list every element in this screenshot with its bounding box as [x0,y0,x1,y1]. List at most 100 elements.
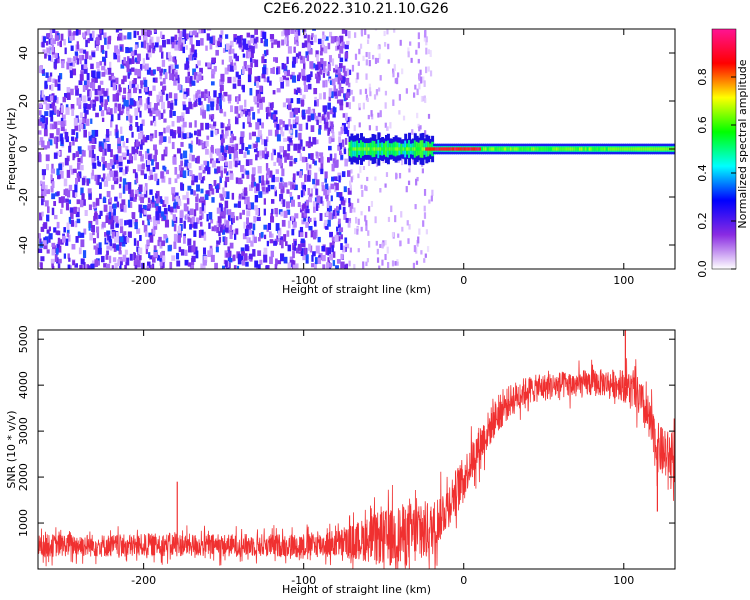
spectrogram-cell [297,195,300,200]
spectrogram-cell [191,174,195,182]
spectrogram-cell [557,147,561,151]
spectrogram-cell [195,64,199,69]
spectrogram-cell [147,45,152,53]
spectrogram-cell [387,262,390,269]
spectrogram-cell [210,98,215,104]
spectrogram-cell [219,84,224,91]
spectrogram-cell [192,30,197,36]
spectrogram-cell [100,110,105,117]
spectrogram-cell [309,61,314,69]
spectrogram-cell [318,128,322,135]
spectrogram-cell [563,147,567,151]
spectrogram-cell [341,171,346,178]
spectrogram-cell [336,192,341,198]
spectrogram-cell [200,196,205,201]
spectrogram-cell [347,187,352,195]
spectrogram-cell [366,176,369,182]
spectrogram-cell [603,147,607,151]
spectrogram-cell [235,228,239,235]
spectrogram-cell [582,147,586,151]
spectrogram-cell [186,76,190,84]
spectrogram-cell [158,113,161,120]
spectrogram-cell [376,257,380,263]
spectrogram-cell [134,265,138,269]
spectrogram-cell [540,147,544,151]
spectrogram-cell [107,36,111,45]
spectrogram-cell [338,142,343,150]
spectrogram-cell [56,243,59,252]
spectrogram-cell [274,129,279,137]
x-tick-label: -100 [291,574,316,587]
spectrogram-cell [74,137,78,142]
spectrogram-cell [141,262,145,269]
spectrogram-cells [38,29,675,269]
spectrogram-cell [43,145,48,150]
spectrogram-cell [135,122,139,127]
spectrogram-cell [265,187,269,193]
spectrogram-cell [388,147,392,151]
spectrogram-cell [266,112,269,120]
spectrogram-cell [141,163,145,170]
spectrogram-cell [91,149,95,155]
spectrogram-cell [162,137,167,143]
spectrogram-cell [425,66,428,74]
spectrogram-cell [320,44,325,52]
spectrogram-cell [221,94,225,101]
spectrogram-cell [331,78,336,86]
spectrogram-cell [188,101,192,109]
spectrogram-cell [167,204,171,212]
page-title: C2E6.2022.310.21.10.G26 [263,1,449,17]
spectrogram-cell [307,83,312,90]
spectrogram-cell [95,37,99,45]
spectrogram-cell [259,98,263,106]
spectrogram-cell [167,51,171,58]
spectrogram-cell [242,86,245,93]
spectrogram-cell [263,247,268,255]
spectrogram-cell [521,147,525,151]
spectrogram-cell [227,145,231,154]
spectrogram-cell [50,116,54,122]
spectrogram-cell [119,259,123,266]
spectrogram-cell [229,242,234,249]
spectrogram-cell [210,158,214,164]
spectrogram-cell [135,114,138,120]
spectrogram-cell [252,249,256,257]
spectrogram-cell [358,122,361,128]
spectrogram-cell [298,244,302,251]
spectrogram-cell [359,89,362,95]
spectrogram-cell [179,210,184,219]
spectrogram-cell [56,221,60,229]
spectrogram-cell [81,199,86,206]
spectrogram-cell [116,163,120,169]
spectrogram-cell [51,181,55,189]
spectrogram-cell [134,222,138,230]
spectrogram-cell [400,211,403,218]
spectrogram-cell [134,189,139,197]
spectrogram-cell [214,129,218,136]
spectrogram-cell [184,159,189,167]
spectrogram-cell [275,211,278,217]
spectrogram-cell [131,146,136,155]
spectrogram-cell [324,121,329,129]
spectrogram-cell [253,147,258,153]
spectrogram-cell [164,72,168,80]
spectrogram-cell [339,227,344,233]
spectrogram-cell [315,115,319,122]
spectrogram-cell [47,96,51,102]
spectrogram-cell [640,147,644,151]
spectrogram-cell [357,198,360,203]
spectrogram-cell [51,163,54,171]
spectrogram-cell [340,234,343,240]
spectrogram-cell [216,148,221,156]
spectrogram-cell [196,137,199,145]
spectrogram-cell [550,147,554,151]
spectrogram-cell [290,74,293,80]
spectrogram-cell [214,184,219,189]
spectrogram-cell [264,38,269,47]
spectrogram-cell [184,259,189,266]
spectrogram-cell [320,196,323,204]
spectrogram-cell [155,206,159,213]
spectrogram-cell [344,126,348,135]
spectrogram-cell [239,34,243,41]
spectrogram-cell [395,173,398,179]
